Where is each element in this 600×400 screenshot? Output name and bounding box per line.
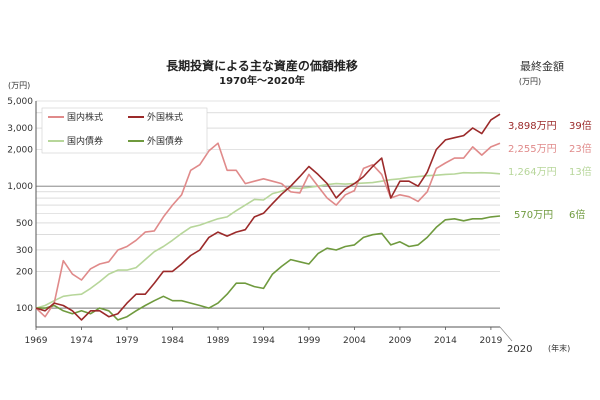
series-line-foreign-bond <box>36 215 501 321</box>
legend-label-foreign-stock: 外国株式 <box>147 111 183 123</box>
legend-label-domestic-bond: 国内債券 <box>67 135 103 147</box>
axes <box>35 101 500 328</box>
x-tick-label: 2014 <box>434 336 457 346</box>
legend: 国内株式 外国株式 国内債券 外国債券 <box>41 107 208 154</box>
final-multiple-foreign-bond: 6倍 <box>569 208 585 221</box>
y-tick-label: 200 <box>16 267 33 277</box>
x-axis-unit-label: (年末) <box>548 343 570 353</box>
x-tick-label: 2009 <box>388 336 411 346</box>
series-lines <box>35 113 501 321</box>
x-tick-label: 2004 <box>343 336 366 346</box>
x-tick-label: 1979 <box>116 336 139 346</box>
x-tick-label: 1989 <box>207 336 230 346</box>
final-amount-domestic-bond: 1,264万円 <box>508 167 557 178</box>
x-end-tick-label: 2020 <box>507 344 532 355</box>
x-end-leader-line <box>499 326 513 342</box>
legend-label-domestic-stock: 国内株式 <box>67 111 103 123</box>
x-tick-label: 2019 <box>479 336 502 346</box>
series-line-foreign-stock <box>35 113 501 321</box>
final-amount-header: 最終金額 <box>520 59 564 73</box>
x-tick-label: 1969 <box>25 336 48 346</box>
chart-title: 長期投資による主な資産の価額推移 <box>166 58 358 73</box>
y-tick-label: 2,000 <box>7 146 33 156</box>
x-tick-label: 1984 <box>161 336 184 346</box>
y-tick-label: 500 <box>16 219 33 229</box>
series-line-domestic-bond <box>35 171 501 309</box>
y-tick-label: 3,000 <box>7 124 33 134</box>
y-tick-label: 300 <box>16 246 33 256</box>
x-tick-labels: 1969 1974 1979 1984 1989 1994 1999 2004 2009 2014… <box>25 327 503 346</box>
final-amount-foreign-bond: 570万円 <box>514 210 553 221</box>
y-tick-label: 5,000 <box>7 97 33 107</box>
y-axis-unit-label: (万円) <box>8 81 30 90</box>
final-amount-unit: (万円) <box>519 77 541 86</box>
final-amount-foreign-stock: 3,898万円 <box>508 121 557 132</box>
final-amount-domestic-stock: 2,255万円 <box>508 144 557 155</box>
final-multiple-domestic-stock: 23倍 <box>569 142 592 155</box>
y-tick-label: 100 <box>16 304 33 314</box>
x-tick-label: 1974 <box>70 336 93 346</box>
series-line-domestic-stock <box>35 142 501 318</box>
final-values: 3,898万円 39倍 2,255万円 23倍 1,264万円 13倍 570万… <box>508 119 592 221</box>
legend-box <box>41 107 208 154</box>
x-tick-label: 1994 <box>252 336 275 346</box>
y-tick-labels: 100 200 300 500 1,000 2,000 3,000 5,000 <box>7 97 33 314</box>
legend-label-foreign-bond: 外国債券 <box>147 135 183 147</box>
final-multiple-foreign-stock: 39倍 <box>569 119 592 132</box>
chart-subtitle: 1970年～2020年 <box>219 74 305 87</box>
final-multiple-domestic-bond: 13倍 <box>569 165 592 178</box>
x-tick-label: 1999 <box>297 336 320 346</box>
y-tick-label: 1,000 <box>7 182 33 192</box>
